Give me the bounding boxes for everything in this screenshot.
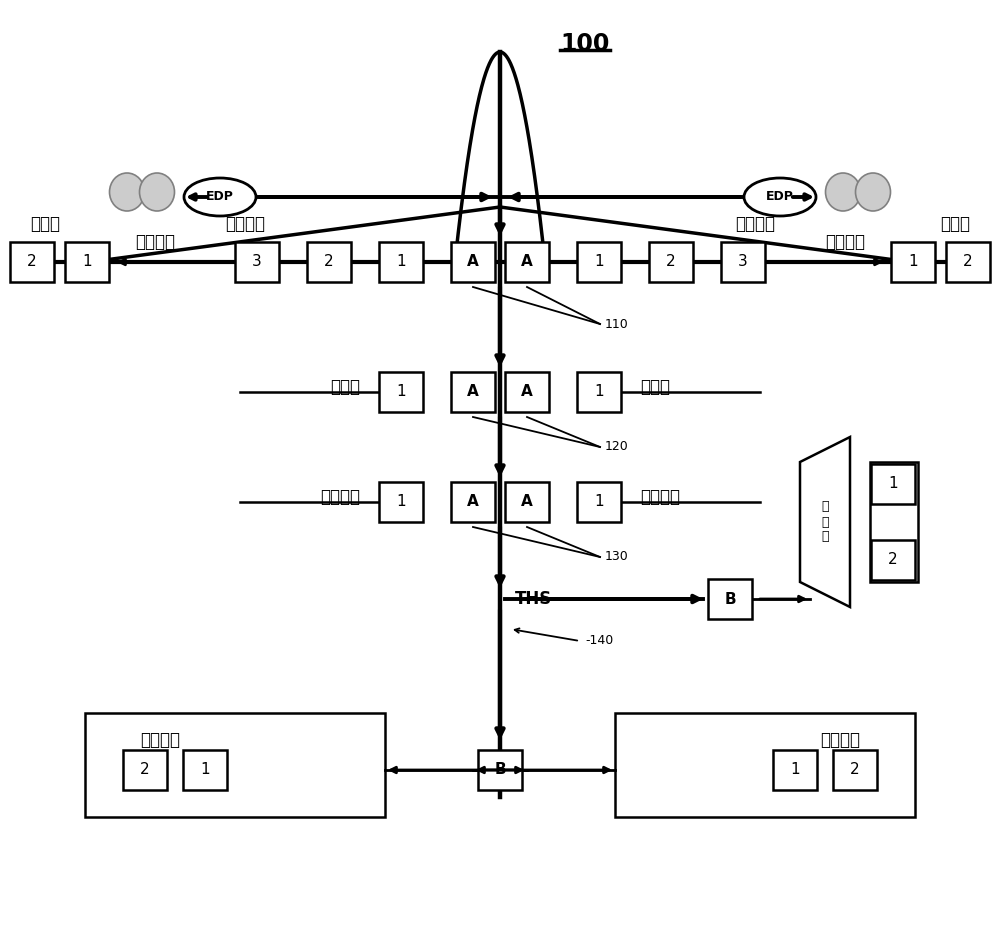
Text: 右升降舱: 右升降舱 bbox=[820, 731, 860, 749]
Bar bbox=[615, 713, 915, 817]
Text: B: B bbox=[494, 763, 506, 778]
Bar bbox=[891, 242, 935, 282]
Ellipse shape bbox=[140, 173, 175, 211]
Text: 3: 3 bbox=[738, 255, 748, 270]
Bar bbox=[649, 242, 693, 282]
Text: 1: 1 bbox=[396, 385, 406, 400]
Text: A: A bbox=[521, 255, 533, 270]
Text: 1: 1 bbox=[888, 476, 898, 491]
Text: 2: 2 bbox=[140, 763, 150, 778]
Bar bbox=[85, 713, 385, 817]
Text: 1: 1 bbox=[200, 763, 210, 778]
Bar bbox=[379, 242, 423, 282]
Text: A: A bbox=[521, 494, 533, 510]
Text: 1: 1 bbox=[594, 494, 604, 510]
Text: 1: 1 bbox=[908, 255, 918, 270]
Text: 1: 1 bbox=[790, 763, 800, 778]
Text: 右副翼: 右副翼 bbox=[940, 215, 970, 233]
Bar bbox=[505, 372, 549, 412]
Bar bbox=[505, 242, 549, 282]
Bar bbox=[773, 750, 817, 790]
Text: 120: 120 bbox=[605, 440, 629, 453]
Bar bbox=[123, 750, 167, 790]
Text: 左扰流板: 左扰流板 bbox=[225, 215, 265, 233]
Text: 左舱门: 左舱门 bbox=[330, 378, 360, 396]
Bar bbox=[451, 482, 495, 522]
Text: 右发动机: 右发动机 bbox=[825, 233, 865, 251]
Text: A: A bbox=[467, 255, 479, 270]
Text: 100: 100 bbox=[560, 32, 610, 56]
Bar bbox=[871, 540, 915, 580]
Ellipse shape bbox=[110, 173, 145, 211]
Bar bbox=[946, 242, 990, 282]
Bar bbox=[183, 750, 227, 790]
Text: A: A bbox=[521, 385, 533, 400]
Text: 1: 1 bbox=[594, 385, 604, 400]
Text: 2: 2 bbox=[324, 255, 334, 270]
Bar bbox=[721, 242, 765, 282]
Text: 3: 3 bbox=[252, 255, 262, 270]
Bar bbox=[505, 482, 549, 522]
Text: 2: 2 bbox=[850, 763, 860, 778]
Text: 2: 2 bbox=[963, 255, 973, 270]
Ellipse shape bbox=[826, 173, 860, 211]
Text: 1: 1 bbox=[396, 494, 406, 510]
Text: 左发动机: 左发动机 bbox=[135, 233, 175, 251]
Bar bbox=[451, 242, 495, 282]
Text: 右扰流板: 右扰流板 bbox=[735, 215, 775, 233]
Text: 1: 1 bbox=[82, 255, 92, 270]
Text: A: A bbox=[467, 494, 479, 510]
Text: 2: 2 bbox=[27, 255, 37, 270]
Bar bbox=[307, 242, 351, 282]
Text: 左升降舱: 左升降舱 bbox=[140, 731, 180, 749]
Text: THS: THS bbox=[515, 590, 552, 608]
Bar bbox=[478, 750, 522, 790]
Text: EDP: EDP bbox=[206, 191, 234, 204]
Text: B: B bbox=[724, 591, 736, 606]
Text: 左起落架: 左起落架 bbox=[320, 488, 360, 506]
Bar bbox=[451, 372, 495, 412]
Bar bbox=[235, 242, 279, 282]
Bar bbox=[577, 372, 621, 412]
Bar bbox=[577, 482, 621, 522]
Ellipse shape bbox=[184, 178, 256, 216]
Text: EDP: EDP bbox=[766, 191, 794, 204]
Bar bbox=[871, 464, 915, 504]
Text: 2: 2 bbox=[666, 255, 676, 270]
Bar bbox=[10, 242, 54, 282]
Bar bbox=[379, 482, 423, 522]
Ellipse shape bbox=[856, 173, 891, 211]
Text: 130: 130 bbox=[605, 551, 629, 564]
Text: 1: 1 bbox=[594, 255, 604, 270]
Bar bbox=[833, 750, 877, 790]
Bar bbox=[870, 462, 918, 582]
Text: 右舱门: 右舱门 bbox=[640, 378, 670, 396]
Text: 左副翼: 左副翼 bbox=[30, 215, 60, 233]
Text: 右起落架: 右起落架 bbox=[640, 488, 680, 506]
Text: -140: -140 bbox=[585, 634, 613, 647]
Text: A: A bbox=[467, 385, 479, 400]
Text: 2: 2 bbox=[888, 552, 898, 567]
Text: 110: 110 bbox=[605, 318, 629, 331]
Text: 方
向
舵: 方 向 舵 bbox=[821, 501, 829, 543]
Bar bbox=[379, 372, 423, 412]
Bar bbox=[577, 242, 621, 282]
Text: 1: 1 bbox=[396, 255, 406, 270]
Bar bbox=[65, 242, 109, 282]
Polygon shape bbox=[800, 437, 850, 607]
Bar bbox=[708, 579, 752, 619]
Ellipse shape bbox=[744, 178, 816, 216]
